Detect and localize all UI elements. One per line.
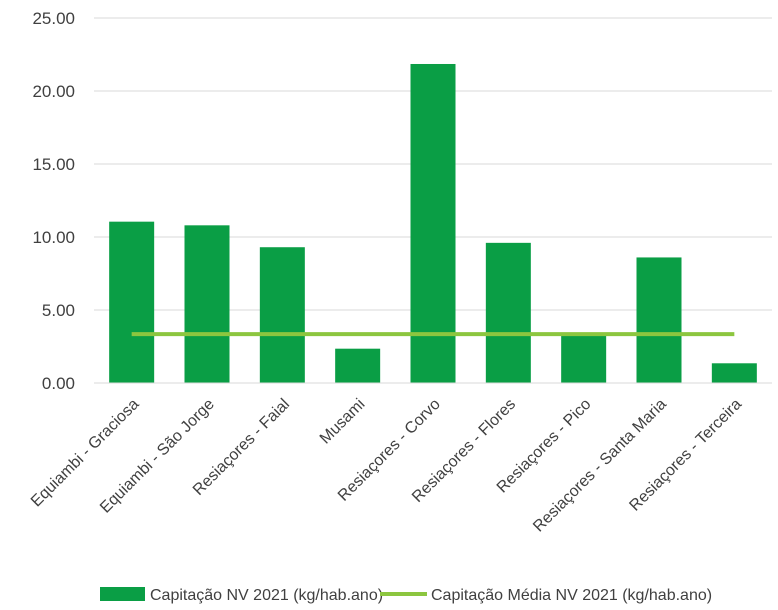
legend-label: Capitação Média NV 2021 (kg/hab.ano): [431, 587, 712, 604]
bar: [485, 242, 531, 383]
y-tick-label: 20.00: [32, 82, 75, 101]
bar: [410, 63, 456, 384]
bars: [109, 63, 757, 384]
x-tick-label: Musami: [317, 396, 369, 448]
legend-label: Capitação NV 2021 (kg/hab.ano): [150, 587, 383, 604]
bar: [561, 334, 607, 383]
y-axis-ticks: 0.00 5.00 10.00 15.00 20.00 25.00: [32, 9, 75, 393]
legend-bar-swatch: [100, 587, 145, 601]
y-tick-label: 15.00: [32, 155, 75, 174]
y-tick-label: 25.00: [32, 9, 75, 28]
bar: [109, 221, 155, 383]
y-tick-label: 5.00: [42, 301, 75, 320]
bar: [335, 348, 381, 383]
bar: [259, 247, 305, 383]
bar: [711, 363, 757, 383]
x-tick-label: Resiaçores - Santa Maria: [530, 396, 670, 536]
legend: Capitação NV 2021 (kg/hab.ano) Capitação …: [100, 587, 712, 604]
y-tick-label: 10.00: [32, 228, 75, 247]
bar: [636, 257, 682, 383]
y-tick-label: 0.00: [42, 374, 75, 393]
bar: [184, 225, 230, 383]
